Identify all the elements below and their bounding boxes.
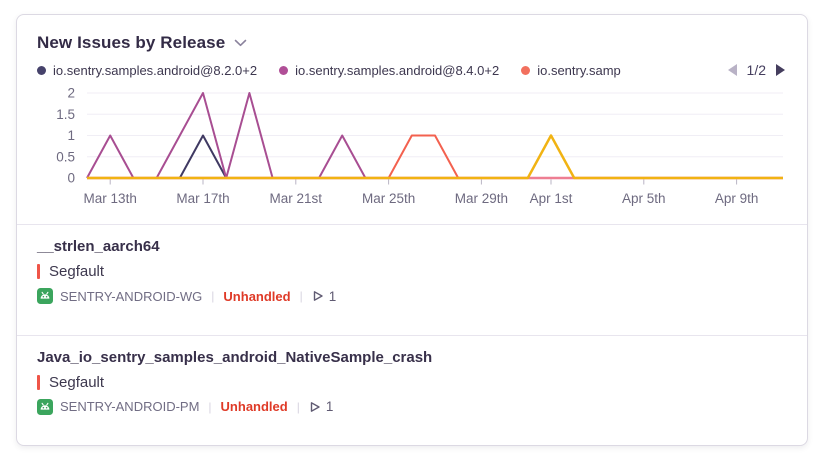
legend-pagination: 1/2: [727, 62, 787, 78]
play-icon: [313, 291, 323, 301]
issue-title-link[interactable]: Java_io_sentry_samples_android_NativeSam…: [37, 348, 433, 366]
widget-header: New Issues by Release io.sentry.samples.…: [17, 15, 807, 78]
legend-item-release-2[interactable]: io.sentry.samples.android@8.4.0+2: [279, 63, 499, 78]
legend-dot-icon: [279, 65, 289, 75]
widget-title-dropdown[interactable]: New Issues by Release: [37, 33, 787, 53]
svg-text:Apr 9th: Apr 9th: [715, 191, 759, 206]
event-count-value: 1: [328, 288, 337, 304]
legend-dot-icon: [521, 65, 531, 75]
svg-text:Mar 29th: Mar 29th: [455, 191, 508, 206]
unhandled-badge: Unhandled: [220, 399, 288, 414]
chevron-down-icon: [234, 39, 247, 47]
legend-next-page-icon[interactable]: [776, 64, 785, 76]
issue-culprit: Segfault: [49, 373, 105, 391]
svg-text:Apr 1st: Apr 1st: [530, 191, 573, 206]
chart-legend: io.sentry.samples.android@8.2.0+2 io.sen…: [37, 62, 787, 78]
android-platform-icon: [37, 398, 53, 415]
error-level-bar-icon: [37, 374, 40, 390]
legend-page-indicator: 1/2: [746, 62, 766, 78]
issue-level-row: Segfault: [37, 374, 787, 391]
event-count: 1: [312, 288, 337, 304]
legend-label: io.sentry.samples.android@8.2.0+2: [53, 62, 258, 78]
error-level-bar-icon: [37, 264, 40, 279]
issue-meta-row: SENTRY-ANDROID-PM | Unhandled | 1: [37, 398, 787, 415]
new-issues-chart[interactable]: 0 0.5 1 1.5 2 Mar 13th Mar 17th Mar 21st Mar 25t…: [17, 82, 807, 212]
svg-text:Mar 21st: Mar 21st: [270, 191, 323, 206]
play-icon: [310, 401, 320, 412]
svg-text:0.5: 0.5: [56, 149, 75, 164]
svg-text:1.5: 1.5: [56, 107, 75, 122]
event-count: 1: [309, 399, 334, 414]
legend-prev-page-icon[interactable]: [727, 64, 737, 76]
unhandled-badge: Unhandled: [223, 288, 291, 304]
issue-title-link[interactable]: __strlen_aarch64: [37, 238, 160, 255]
divider: |: [296, 399, 300, 414]
project-slug: SENTRY-ANDROID-PM: [60, 399, 200, 414]
svg-text:Apr 5th: Apr 5th: [622, 191, 666, 206]
legend-label: io.sentry.samp: [537, 62, 621, 78]
legend-label: io.sentry.samples.android@8.4.0+2: [295, 62, 500, 78]
svg-text:0: 0: [67, 171, 75, 186]
svg-text:Mar 25th: Mar 25th: [362, 191, 415, 206]
divider: |: [211, 289, 215, 303]
svg-text:2: 2: [67, 86, 75, 101]
widget-title: New Issues by Release: [37, 33, 226, 52]
legend-item-release-1[interactable]: io.sentry.samples.android@8.2.0+2: [37, 63, 257, 78]
issue-row-1: __strlen_aarch64 Segfault SENTRY-ANDROID…: [17, 224, 807, 335]
issue-culprit: Segfault: [49, 263, 105, 280]
legend-dot-icon: [37, 65, 46, 75]
issue-level-row: Segfault: [37, 263, 787, 280]
issue-row-2: Java_io_sentry_samples_android_NativeSam…: [17, 334, 807, 446]
new-issues-widget-card: New Issues by Release io.sentry.samples.…: [16, 14, 808, 446]
android-platform-icon: [37, 288, 53, 304]
divider: |: [299, 289, 303, 303]
svg-text:Mar 17th: Mar 17th: [176, 191, 229, 206]
svg-text:Mar 13th: Mar 13th: [84, 191, 137, 206]
issue-meta-row: SENTRY-ANDROID-WG | Unhandled | 1: [37, 288, 787, 304]
legend-item-release-3[interactable]: io.sentry.samp: [521, 63, 621, 78]
event-count-value: 1: [325, 399, 334, 414]
divider: |: [208, 399, 212, 414]
svg-text:1: 1: [67, 128, 75, 143]
project-slug: SENTRY-ANDROID-WG: [60, 288, 203, 304]
issues-line-chart-svg: 0 0.5 1 1.5 2 Mar 13th Mar 17th Mar 21st Mar 25t…: [56, 86, 783, 206]
